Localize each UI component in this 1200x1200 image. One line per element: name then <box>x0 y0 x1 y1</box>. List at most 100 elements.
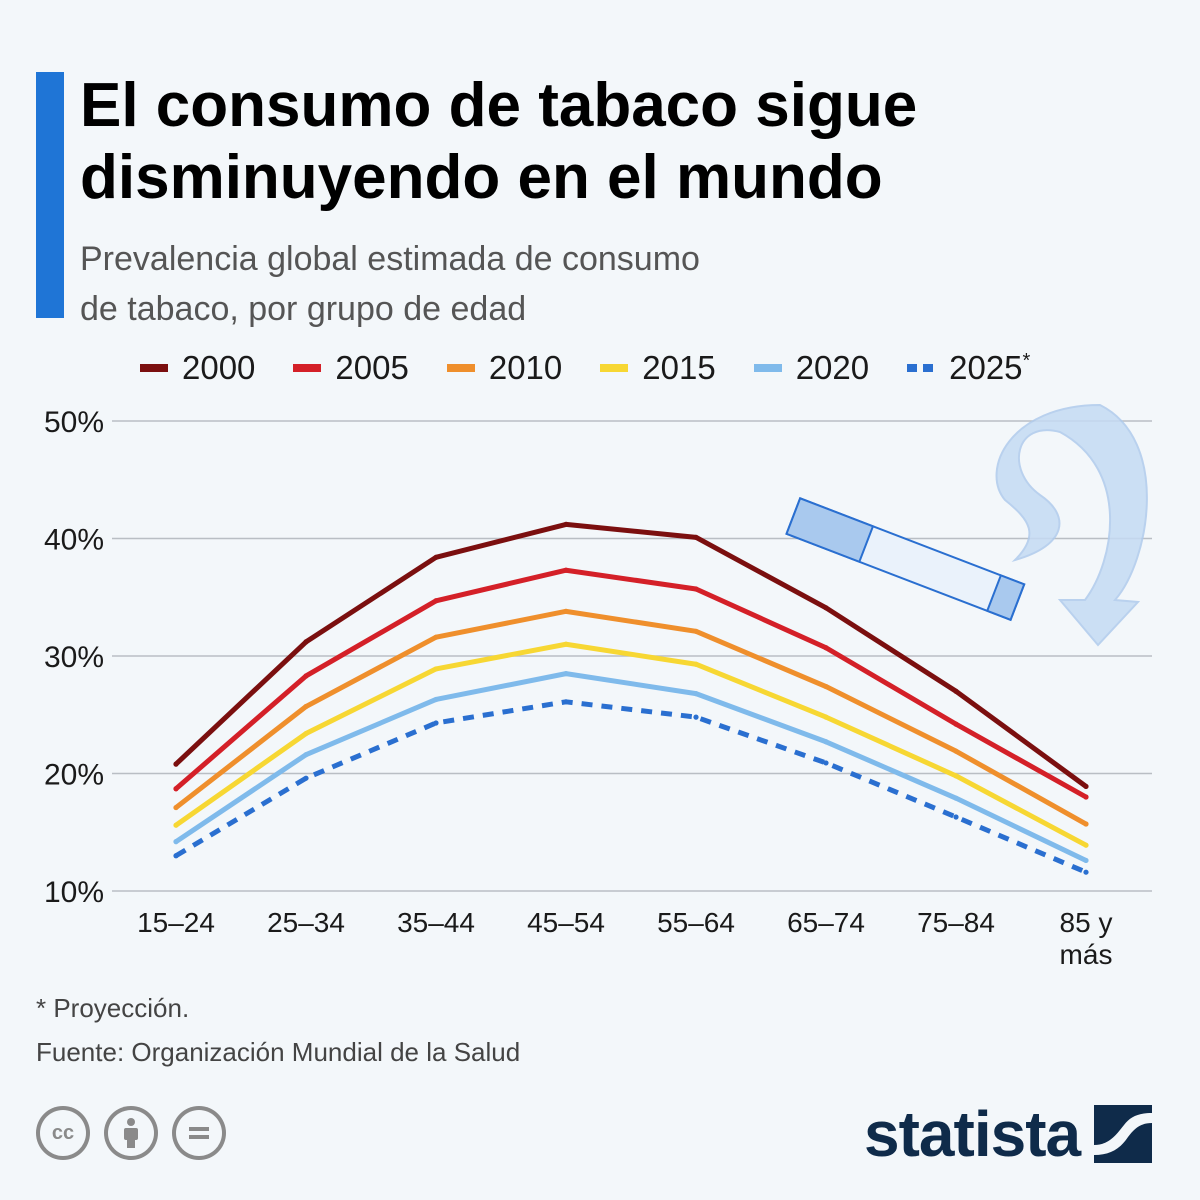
subtitle-line-2: de tabaco, por grupo de edad <box>80 290 527 328</box>
x-tick-label: 15–24 <box>137 907 215 938</box>
line-chart: 50% 40% 30% 20% 10% 15–24 25–34 35–44 45–54 55–6… <box>44 403 1152 970</box>
data-point-2000 <box>433 554 439 560</box>
data-point-2025 <box>563 699 569 705</box>
data-point-2005 <box>823 645 829 651</box>
legend-label-2000: 2000 <box>182 349 256 386</box>
series-layer <box>173 521 1089 875</box>
legend-item-2000: 2000 <box>140 349 255 387</box>
data-point-2000 <box>303 639 309 645</box>
data-point-2025 <box>693 714 699 720</box>
series-line-2020 <box>173 671 1089 863</box>
data-point-2010 <box>173 804 179 811</box>
legend-swatch-2020 <box>753 364 782 372</box>
legend-swatch-2010 <box>446 364 475 372</box>
data-point-2025 <box>953 814 959 820</box>
chart-legend: 2000 2005 2010 2015 2020 2025* <box>140 346 1030 390</box>
legend-asterisk: * <box>1022 350 1031 372</box>
data-point-2020 <box>173 839 179 845</box>
x-tick-label: 75–84 <box>917 907 995 938</box>
x-tick-label: 85 y más <box>1060 907 1113 970</box>
data-point-2020 <box>693 691 699 697</box>
legend-label-2015: 2015 <box>642 349 716 386</box>
series-line-2000 <box>173 521 1089 789</box>
legend-label-2010: 2010 <box>488 349 563 386</box>
data-point-2025 <box>303 775 309 781</box>
legend-item-2015: 2015 <box>600 349 716 387</box>
legend-item-2020: 2020 <box>753 349 870 387</box>
data-point-2010 <box>693 628 699 634</box>
data-point-2015 <box>693 661 699 667</box>
subtitle: Prevalencia global estimada de consumo d… <box>80 234 880 334</box>
legend-item-2010: 2010 <box>446 349 563 387</box>
series-line-2025 <box>174 699 1087 875</box>
data-point-2015 <box>823 714 829 720</box>
legend-label-2020: 2020 <box>795 349 870 386</box>
license-icons: cc <box>36 1106 226 1160</box>
legend-label-2025: 2025* <box>949 349 1030 387</box>
legend-item-2025: 2025* <box>907 349 1030 387</box>
cc-icon[interactable]: cc <box>36 1106 90 1160</box>
data-point-2025 <box>433 720 439 726</box>
data-point-2015 <box>563 641 569 647</box>
data-point-2005 <box>693 586 699 592</box>
data-point-2020 <box>1083 857 1089 864</box>
series-line-2005 <box>173 567 1089 800</box>
data-point-2005 <box>303 673 309 679</box>
data-point-2005 <box>563 567 569 573</box>
data-point-2005 <box>173 786 179 792</box>
data-point-2010 <box>303 703 309 710</box>
legend-swatch-2005 <box>293 364 322 372</box>
y-axis-ticks: 50% 40% 30% 20% 10% <box>44 406 104 909</box>
x-tick-label: 55–64 <box>657 907 735 938</box>
data-point-2005 <box>953 721 959 727</box>
subtitle-line-1: Prevalencia global estimada de consumo <box>80 240 700 278</box>
data-point-2000 <box>693 534 699 540</box>
series-line-2010 <box>173 608 1089 827</box>
y-tick-label: 40% <box>44 524 104 557</box>
data-point-2010 <box>1083 821 1089 827</box>
data-point-2005 <box>433 598 439 604</box>
data-point-2010 <box>433 634 439 640</box>
page-title: El consumo de tabaco sigue disminuyendo … <box>80 71 918 212</box>
attribution-icon[interactable] <box>104 1106 158 1160</box>
data-point-2015 <box>1083 842 1089 848</box>
data-point-2005 <box>1083 794 1089 800</box>
data-point-2020 <box>823 739 829 745</box>
y-tick-label: 10% <box>44 876 104 909</box>
data-point-2020 <box>953 795 959 801</box>
y-tick-label: 50% <box>44 406 104 439</box>
data-point-2020 <box>433 696 439 703</box>
statista-logo-icon <box>1094 1105 1153 1163</box>
brand-name: statista <box>864 1098 1081 1170</box>
cigarette-icon <box>785 497 1026 622</box>
data-point-2025 <box>173 853 179 859</box>
legend-label-2005: 2005 <box>335 349 409 386</box>
data-point-2000 <box>1083 783 1089 790</box>
data-point-2000 <box>563 521 569 528</box>
x-tick-label: 25–34 <box>267 907 345 938</box>
legend-label-2025-text: 2025 <box>949 349 1023 386</box>
y-tick-label: 30% <box>44 641 104 674</box>
data-point-2000 <box>953 688 959 694</box>
data-point-2010 <box>563 608 569 614</box>
brand[interactable]: statista <box>864 1096 1153 1172</box>
data-point-2015 <box>173 822 179 828</box>
x-tick-label: 45–54 <box>527 907 605 938</box>
data-point-2010 <box>823 683 829 690</box>
no-derivatives-icon[interactable] <box>172 1106 226 1160</box>
data-point-2015 <box>433 666 439 672</box>
y-tick-label: 20% <box>44 759 104 792</box>
data-point-2020 <box>563 671 569 677</box>
source-note: Fuente: Organización Mundial de la Salud <box>36 1037 521 1067</box>
data-point-2000 <box>173 761 179 767</box>
legend-swatch-2000 <box>140 364 168 372</box>
x-tick-label: 65–74 <box>787 907 865 938</box>
legend-item-2005: 2005 <box>293 349 409 387</box>
series-line-2015 <box>173 641 1089 848</box>
legend-swatch-2025 <box>907 364 936 372</box>
x-tick-label: 35–44 <box>397 907 475 938</box>
data-point-2020 <box>303 752 309 758</box>
data-point-2025 <box>823 760 829 766</box>
legend-swatch-2015 <box>600 364 629 372</box>
